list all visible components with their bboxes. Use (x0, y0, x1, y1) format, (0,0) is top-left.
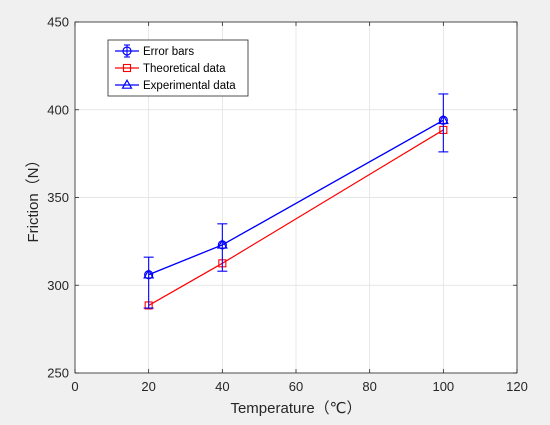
x-tick-label: 120 (506, 379, 528, 394)
x-tick-label: 20 (141, 379, 155, 394)
x-tick-label: 100 (432, 379, 454, 394)
series-error-bars (143, 93, 449, 309)
legend-symbol-experimental-data (115, 78, 139, 89)
x-tick-label: 60 (289, 379, 303, 394)
data-point-circle (217, 240, 227, 250)
y-tick-label: 350 (47, 190, 69, 205)
legend: Error bars Theoretical data Experimental… (107, 39, 249, 97)
legend-entry-theoretical-data: Theoretical data (115, 63, 226, 75)
x-axis-title: Temperature（℃） (230, 400, 361, 417)
x-tick-label: 40 (215, 379, 229, 394)
y-tick-label: 300 (47, 278, 69, 293)
legend-symbol-theoretical-data (115, 63, 139, 73)
y-tick-label: 400 (47, 102, 69, 117)
legend-label-error-bars: Error bars (143, 46, 194, 58)
x-tick-label: 80 (362, 379, 376, 394)
y-tick-label: 450 (47, 15, 69, 30)
data-point-circle (144, 270, 154, 280)
legend-entry-error-bars: Error bars (115, 44, 194, 58)
legend-marker-triangle (121, 78, 133, 89)
x-tick-label: 0 (71, 379, 78, 394)
y-axis-title: Friction（N） (25, 152, 42, 242)
tick-labels: 0 20 40 60 80 100 120 250 300 350 400 450 (47, 15, 528, 395)
legend-label-experimental-data: Experimental data (143, 80, 236, 92)
y-tick-label: 250 (47, 366, 69, 381)
tick-marks (74, 21, 518, 374)
legend-entry-experimental-data: Experimental data (115, 78, 236, 92)
legend-marker-square (122, 63, 132, 73)
series-layer (143, 93, 449, 310)
legend-label-theoretical-data: Theoretical data (143, 63, 226, 75)
legend-symbol-error-bars (115, 44, 139, 58)
legend-marker-circle (122, 46, 132, 56)
data-point-circle (438, 115, 448, 125)
